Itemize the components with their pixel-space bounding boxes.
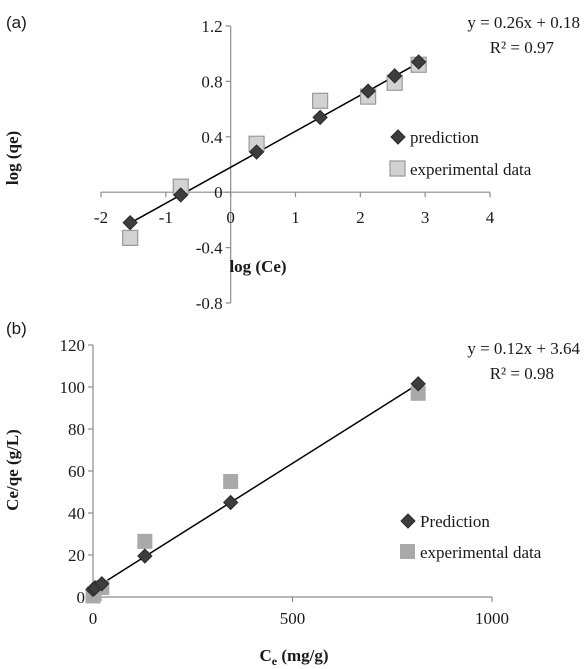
y-tick-label: 80	[68, 420, 85, 439]
y-tick-label: 1.2	[201, 17, 222, 36]
experimental-data-point	[410, 385, 426, 401]
panel-b-y-ticks: 0 20 40 60 80 100 120	[60, 336, 93, 607]
prediction-data-point	[312, 109, 328, 126]
x-tick-label: 3	[421, 208, 430, 227]
y-tick-label: -0.8	[196, 294, 223, 313]
experimental-data-point	[137, 533, 153, 549]
x-tick-label: 2	[356, 208, 365, 227]
y-tick-label: 0	[214, 183, 223, 202]
x-tick-label: -2	[94, 208, 108, 227]
y-tick-label: 120	[60, 336, 86, 355]
y-tick-label: 20	[68, 546, 85, 565]
panel-a-y-axis-title: log (qe)	[3, 131, 22, 185]
panel-b-label: (b)	[6, 319, 27, 338]
prediction-data-point	[386, 68, 403, 84]
x-tick-label: 0	[89, 609, 98, 628]
y-tick-label: 60	[68, 462, 85, 481]
panel-a-x-axis-title: log (Ce)	[229, 257, 286, 276]
prediction-data-point	[137, 548, 153, 564]
panel-b-legend: Prediction experimental data	[400, 512, 542, 562]
panel-b-legend-prediction-marker	[400, 513, 416, 529]
panel-b-x-axis-title-main: C	[259, 646, 271, 665]
x-tick-label: 1000	[475, 609, 509, 628]
prediction-data-point	[410, 54, 427, 70]
panel-a-chart: (a) -2 -1 0 1 2 3 4 -0.8-0.400.40.81.2 log (qe…	[3, 13, 580, 313]
y-tick-label: -0.4	[196, 239, 223, 258]
experimental-data-point	[312, 92, 329, 109]
prediction-data-point	[410, 376, 426, 392]
panel-a-legend-experimental-marker	[389, 160, 406, 177]
panel-a-trendline	[129, 62, 420, 224]
panel-b-equation: y = 0.12x + 3.64	[467, 339, 580, 358]
panel-b-chart: (b) 0 500 1000 0 20 40 60 80 100 120 Ce/qe (g/L)…	[3, 319, 580, 668]
panel-b-legend-prediction-label: Prediction	[420, 512, 490, 531]
panel-a-legend-prediction-marker	[390, 129, 406, 145]
panel-b-x-axis-title-units: (mg/g)	[277, 646, 328, 665]
y-tick-label: 100	[60, 378, 86, 397]
panel-a-x-ticks: -2 -1 0 1 2 3 4	[94, 192, 495, 227]
panel-a-y-ticks: -0.8 -0.4 0 0.4 0.8 1.2	[196, 17, 231, 313]
x-tick-label: 4	[486, 208, 495, 227]
panel-b-legend-experimental-marker	[400, 544, 415, 559]
x-tick-label: -1	[159, 208, 173, 227]
panel-b-r-squared: R² = 0.98	[490, 364, 554, 383]
panel-b-series-experimental	[85, 385, 426, 604]
panel-a-equation: y = 0.26x + 0.18	[467, 13, 580, 32]
prediction-data-point	[122, 214, 138, 231]
prediction-data-point	[94, 576, 110, 592]
panel-a-legend: prediction experimental data	[389, 128, 532, 179]
panel-b-legend-experimental-label: experimental data	[420, 543, 542, 562]
panel-b-x-axis-title-subscript: e	[272, 654, 278, 668]
prediction-data-point	[222, 494, 239, 511]
panel-a-r-squared: R² = 0.97	[490, 38, 555, 57]
panel-b-x-axis-title: Ce (mg/g)	[259, 646, 328, 668]
y-tick-label: 0.8	[201, 72, 222, 91]
x-tick-label: 500	[280, 609, 306, 628]
experimental-data-point	[122, 229, 139, 247]
panel-a-label: (a)	[6, 13, 27, 32]
y-tick-label: 0.4	[201, 128, 223, 147]
panel-a-legend-prediction-label: prediction	[410, 128, 479, 147]
experimental-data-point	[223, 474, 239, 489]
panel-b-y-axis-title: Ce/qe (g/L)	[3, 429, 22, 511]
prediction-data-point	[360, 83, 376, 99]
panel-b-x-ticks: 0 500 1000	[89, 597, 509, 628]
panel-a-legend-experimental-label: experimental data	[410, 160, 532, 179]
panel-a-series-prediction	[122, 54, 427, 231]
y-tick-label: 0	[77, 588, 86, 607]
panel-b-series-prediction	[85, 376, 426, 598]
prediction-data-point	[248, 144, 265, 160]
y-tick-label: 40	[68, 504, 85, 523]
x-tick-label: 0	[226, 208, 235, 227]
prediction-data-point	[173, 187, 189, 203]
x-tick-label: 1	[291, 208, 300, 227]
